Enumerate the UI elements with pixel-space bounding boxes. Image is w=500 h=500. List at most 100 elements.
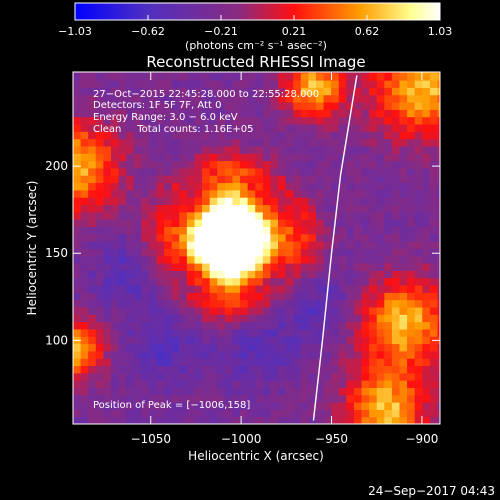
heatmap-cell	[224, 270, 234, 279]
heatmap-cell	[80, 72, 89, 74]
heatmap-cell	[300, 219, 309, 227]
heatmap-cell	[209, 72, 218, 81]
heatmap-cell	[437, 123, 440, 132]
heatmap-cell	[353, 226, 363, 235]
heatmap-cell	[110, 80, 120, 88]
heatmap-cell	[240, 270, 249, 279]
heatmap-cell	[422, 277, 431, 286]
heatmap-cell	[179, 101, 188, 110]
heatmap-cell	[110, 189, 120, 198]
heatmap-cell	[262, 306, 272, 315]
heatmap-cell	[110, 160, 120, 169]
heatmap-cell	[353, 328, 363, 337]
heatmap-cell	[141, 365, 150, 374]
heatmap-cell	[270, 350, 279, 359]
heatmap-cell	[80, 219, 89, 227]
heatmap-cell	[414, 219, 423, 227]
heatmap-cell	[338, 270, 347, 279]
heatmap-cell	[95, 153, 104, 162]
heatmap-cell	[323, 277, 332, 286]
heatmap-cell	[194, 153, 203, 162]
heatmap-cell	[156, 292, 165, 301]
heatmap-cell	[391, 116, 401, 125]
heatmap-cell	[407, 284, 416, 293]
heatmap-cell	[118, 306, 127, 315]
heatmap-cell	[338, 372, 347, 381]
heatmap-cell	[88, 306, 97, 315]
heatmap-cell	[247, 358, 256, 367]
heatmap-cell	[164, 292, 173, 301]
heatmap-cell	[95, 365, 104, 374]
heatmap-cell	[353, 116, 363, 125]
heatmap-cell	[353, 131, 363, 140]
heatmap-cell	[323, 255, 332, 264]
heatmap-cell	[217, 145, 226, 154]
heatmap-cell	[270, 109, 279, 118]
heatmap-cell	[285, 343, 294, 352]
heatmap-cell	[126, 255, 135, 264]
heatmap-cell	[353, 160, 363, 169]
heatmap-cell	[164, 365, 173, 374]
heatmap-cell	[133, 233, 142, 242]
heatmap-cell	[186, 204, 196, 213]
heatmap-cell	[88, 336, 97, 345]
heatmap-cell	[164, 372, 173, 381]
heatmap-cell	[148, 365, 158, 374]
heatmap-cell	[126, 145, 135, 154]
heatmap-cell	[308, 394, 317, 403]
heatmap-cell	[156, 167, 165, 176]
heatmap-cell	[141, 255, 150, 264]
heatmap-cell	[164, 226, 173, 235]
heatmap-cell	[141, 116, 150, 125]
heatmap-cell	[194, 87, 203, 96]
heatmap-cell	[414, 131, 423, 140]
heatmap-cell	[369, 167, 378, 176]
heatmap-cell	[133, 409, 142, 418]
heatmap-cell	[88, 145, 97, 154]
heatmap-cell	[186, 197, 196, 206]
heatmap-cell	[141, 292, 150, 301]
heatmap-cell	[331, 328, 340, 337]
heatmap-cell	[278, 350, 287, 359]
heatmap-cell	[422, 299, 431, 308]
heatmap-cell	[126, 262, 135, 271]
heatmap-cell	[156, 101, 165, 110]
heatmap-cell	[429, 270, 439, 279]
heatmap-cell	[414, 284, 423, 293]
heatmap-cell	[422, 233, 431, 242]
heatmap-cell	[88, 402, 97, 410]
heatmap-cell	[293, 241, 302, 249]
heatmap-cell	[209, 336, 218, 345]
heatmap-cell	[361, 372, 370, 381]
heatmap-cell	[194, 145, 203, 154]
heatmap-cell	[224, 255, 234, 264]
heatmap-cell	[278, 277, 287, 286]
heatmap-cell	[80, 402, 89, 410]
heatmap-cell	[422, 262, 431, 271]
heatmap-cell	[255, 394, 264, 403]
heatmap-cell	[171, 219, 180, 227]
heatmap-cell	[331, 343, 340, 352]
heatmap-cell	[126, 175, 135, 184]
heatmap-cell	[164, 387, 173, 396]
heatmap-cell	[179, 336, 188, 345]
heatmap-cell	[95, 87, 104, 96]
heatmap-cell	[323, 182, 332, 191]
heatmap-cell	[224, 123, 234, 132]
heatmap-cell	[338, 416, 347, 424]
heatmap-cell	[179, 328, 188, 337]
heatmap-cell	[270, 409, 279, 418]
heatmap-cell	[110, 306, 120, 315]
heatmap-cell	[247, 87, 256, 96]
heatmap-cell	[171, 255, 180, 264]
heatmap-cell	[88, 94, 97, 103]
heatmap-cell	[186, 409, 196, 418]
heatmap-cell	[156, 284, 165, 293]
heatmap-cell	[278, 328, 287, 337]
heatmap-cell	[315, 248, 325, 257]
heatmap-cell	[95, 277, 104, 286]
heatmap-cell	[80, 380, 89, 389]
heatmap-cell	[156, 116, 165, 125]
heatmap-cell	[118, 94, 127, 103]
heatmap-cell	[407, 292, 416, 301]
